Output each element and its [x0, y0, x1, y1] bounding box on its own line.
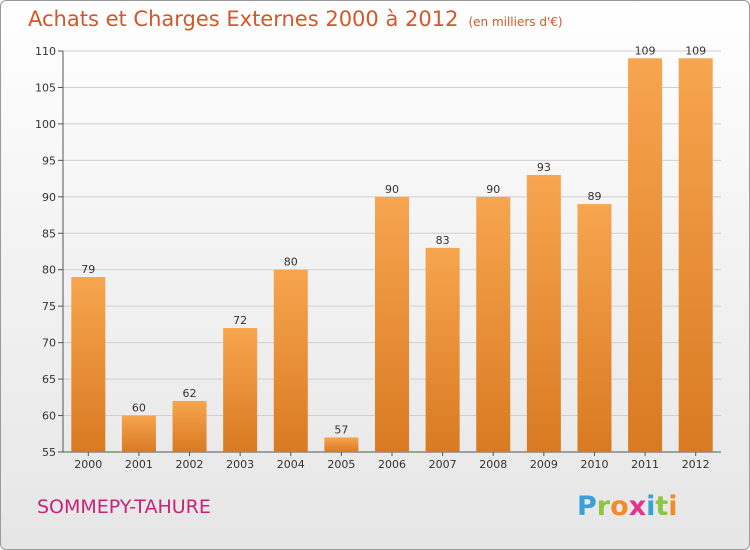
- logo-letter-0: P: [577, 491, 597, 522]
- data-label-2011: 109: [635, 44, 656, 57]
- y-tick-label-60: 60: [42, 410, 56, 423]
- bar-2001: [121, 415, 156, 452]
- bar-2007: [425, 247, 460, 452]
- bar-2009: [526, 174, 561, 453]
- bar-2005: [324, 437, 359, 452]
- x-tick-label-2004: 2004: [277, 458, 305, 471]
- bar-2011: [628, 58, 663, 453]
- x-tick-label-2010: 2010: [580, 458, 608, 471]
- commune-name: SOMMEPY-TAHURE: [37, 496, 211, 518]
- logo-letter-6: i: [668, 491, 678, 522]
- y-tick-label-70: 70: [42, 337, 56, 350]
- x-tick-label-2001: 2001: [125, 458, 153, 471]
- y-tick-label-65: 65: [42, 373, 56, 386]
- x-tick-label-2003: 2003: [226, 458, 254, 471]
- data-label-2010: 89: [587, 190, 601, 203]
- y-tick-label-75: 75: [42, 300, 56, 313]
- logo-letter-4: i: [646, 491, 656, 522]
- data-label-2001: 60: [132, 402, 146, 415]
- bar-2010: [577, 204, 612, 452]
- bar-2006: [375, 196, 409, 452]
- bar-2008: [476, 196, 511, 452]
- proxiti-logo: Proxiti: [577, 491, 678, 522]
- bar-2000: [71, 277, 106, 452]
- y-tick-label-105: 105: [35, 81, 56, 94]
- y-tick-label-80: 80: [42, 264, 56, 277]
- data-label-2007: 83: [436, 234, 450, 247]
- data-label-2008: 90: [486, 183, 500, 196]
- data-label-2002: 62: [183, 387, 197, 400]
- logo-letter-1: r: [596, 491, 611, 522]
- chart-title-text: Achats et Charges Externes 2000 à 2012: [28, 7, 459, 31]
- bar-2012: [678, 58, 713, 453]
- data-label-2005: 57: [334, 423, 348, 436]
- x-tick-label-2002: 2002: [176, 458, 204, 471]
- x-tick-label-2007: 2007: [429, 458, 457, 471]
- x-tick-label-2000: 2000: [74, 458, 102, 471]
- y-tick-label-100: 100: [35, 118, 56, 131]
- chart-subtitle: (en milliers d'€): [468, 15, 563, 29]
- chart-title: Achats et Charges Externes 2000 à 2012 (e…: [28, 7, 563, 31]
- x-tick-label-2006: 2006: [378, 458, 406, 471]
- bar-2002: [172, 400, 207, 452]
- data-label-2012: 109: [685, 44, 706, 57]
- data-label-2009: 93: [537, 161, 551, 174]
- logo-letter-3: x: [628, 491, 647, 522]
- y-tick-label-90: 90: [42, 191, 56, 204]
- data-label-2006: 90: [385, 183, 399, 196]
- x-tick-label-2008: 2008: [479, 458, 507, 471]
- y-tick-label-95: 95: [42, 154, 56, 167]
- y-tick-label-85: 85: [42, 227, 56, 240]
- logo-letter-5: t: [655, 491, 669, 522]
- x-tick-label-2009: 2009: [530, 458, 558, 471]
- x-tick-label-2012: 2012: [682, 458, 710, 471]
- y-tick-label-55: 55: [42, 446, 56, 459]
- data-label-2000: 79: [81, 263, 95, 276]
- bar-2003: [223, 328, 258, 452]
- x-tick-label-2011: 2011: [631, 458, 659, 471]
- data-label-2003: 72: [233, 314, 247, 327]
- bar-2004: [273, 269, 308, 452]
- x-tick-label-2005: 2005: [327, 458, 355, 471]
- y-tick-label-110: 110: [35, 45, 56, 58]
- data-label-2004: 80: [284, 256, 298, 269]
- logo-letter-2: o: [610, 491, 629, 522]
